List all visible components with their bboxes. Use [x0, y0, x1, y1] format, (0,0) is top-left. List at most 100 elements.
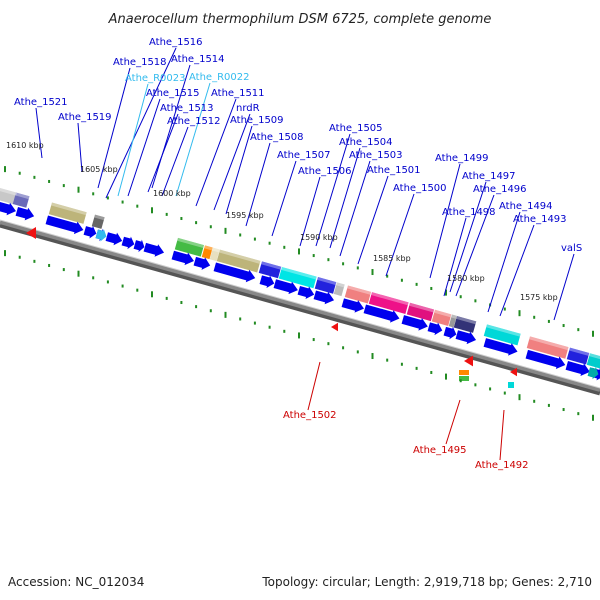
cds-arrow — [341, 298, 364, 313]
tick-dot — [562, 324, 565, 328]
tick-dot — [253, 321, 256, 325]
reverse-arrow — [464, 355, 473, 367]
cds-arrow — [525, 349, 566, 370]
leader-line — [385, 193, 415, 277]
tick-dot — [209, 309, 212, 313]
genome-backbone — [0, 219, 600, 396]
leader-line — [455, 194, 495, 297]
leader-line — [487, 211, 521, 313]
gene-band-shine — [15, 192, 30, 200]
cds-arrow — [45, 215, 84, 235]
rna-label: Athe_R0023 — [125, 73, 185, 84]
tick-dot — [180, 301, 183, 305]
leader-line — [445, 399, 461, 445]
tick-dot — [48, 263, 51, 267]
tick-label: 1585 kbp — [373, 254, 411, 263]
tick-dot — [547, 319, 550, 323]
tick-dot — [592, 330, 594, 337]
tick-dot — [33, 175, 36, 179]
tick-dot — [386, 358, 389, 362]
tick-label: 1580 kbp — [447, 274, 485, 283]
gene-band — [258, 261, 282, 279]
tick-dot — [224, 227, 227, 234]
tick-dot — [33, 259, 36, 263]
leader-line — [429, 163, 461, 279]
gene-band — [566, 347, 590, 365]
tick-dot — [371, 269, 374, 276]
tick-dot — [356, 266, 359, 270]
gene-band — [453, 315, 477, 333]
tick-dot — [77, 186, 80, 193]
cds-arrow — [121, 236, 135, 250]
cds-arrows — [0, 200, 600, 388]
tick-dot — [503, 307, 506, 311]
tick-dot — [298, 332, 300, 339]
tick-dot — [327, 342, 330, 346]
reverse-gene-label: Athe_1492 — [475, 460, 529, 471]
reverse-arrow — [26, 227, 36, 239]
gene-label: Athe_1503 — [349, 150, 403, 161]
leader-line — [105, 47, 177, 199]
tick-dot — [356, 350, 359, 354]
topology-text: Topology: circular; Length: 2,919,718 bp… — [261, 575, 592, 589]
tick-dot — [415, 282, 418, 286]
gene-band — [344, 285, 372, 304]
cds-arrow — [587, 366, 599, 380]
leader-line — [195, 98, 237, 207]
gene-band — [201, 245, 213, 260]
tick-dot — [18, 171, 21, 175]
gene-label: Athe_1498 — [442, 207, 496, 218]
tick-dot — [253, 237, 256, 241]
tick-dot — [195, 305, 198, 309]
gene-band-shine — [336, 282, 345, 288]
tick-dot — [62, 268, 65, 272]
leader-line — [225, 125, 253, 215]
gene-band-shine — [529, 336, 569, 351]
cds-arrow — [565, 361, 590, 376]
tick-dot — [518, 394, 521, 401]
tick-dot — [92, 192, 95, 196]
gene-band-shine — [434, 309, 452, 318]
tick-dot — [342, 262, 345, 266]
tick-dot — [268, 325, 271, 329]
tick-dot — [503, 391, 506, 395]
gene-label: Athe_1513 — [160, 103, 214, 114]
cds-arrow — [427, 322, 443, 336]
gene-label: Athe_1516 — [149, 37, 203, 48]
tick-dot — [400, 362, 403, 366]
leader-line — [245, 142, 271, 227]
gene-band — [586, 353, 600, 369]
leader-line — [77, 122, 83, 173]
tick-dot — [136, 288, 139, 292]
tick-dot — [577, 328, 580, 332]
leader-line — [213, 113, 251, 211]
tick-dot — [4, 166, 6, 173]
tick-dot — [474, 383, 477, 387]
gene-label: nrdR — [236, 103, 260, 114]
cds-arrow — [455, 330, 477, 345]
gene-label: Athe_1506 — [298, 166, 352, 177]
gene-band-shine — [589, 353, 600, 361]
gene-label: Athe_1505 — [329, 123, 383, 134]
cds-arrow — [143, 242, 165, 257]
backbone-line — [0, 220, 600, 392]
gene-label: Athe_1499 — [435, 153, 489, 164]
cds-arrow — [297, 286, 315, 299]
tick-dot — [430, 286, 433, 290]
tick-dots — [4, 166, 594, 421]
gene-band — [526, 336, 569, 359]
cds-arrow — [133, 239, 145, 253]
leader-line — [151, 64, 191, 189]
gene-band-shine — [317, 277, 337, 286]
gene-band-shine — [281, 266, 317, 280]
tick-dot — [459, 295, 462, 299]
tick-dot — [371, 353, 374, 360]
tick-dot — [4, 250, 6, 257]
gene-band — [91, 214, 105, 229]
gene-band-shine — [212, 247, 220, 253]
gene-band — [278, 266, 317, 289]
cds-arrow — [273, 279, 298, 295]
tick-dot — [577, 412, 580, 416]
gene-label: Athe_1497 — [462, 171, 516, 182]
reverse-band — [459, 376, 469, 381]
